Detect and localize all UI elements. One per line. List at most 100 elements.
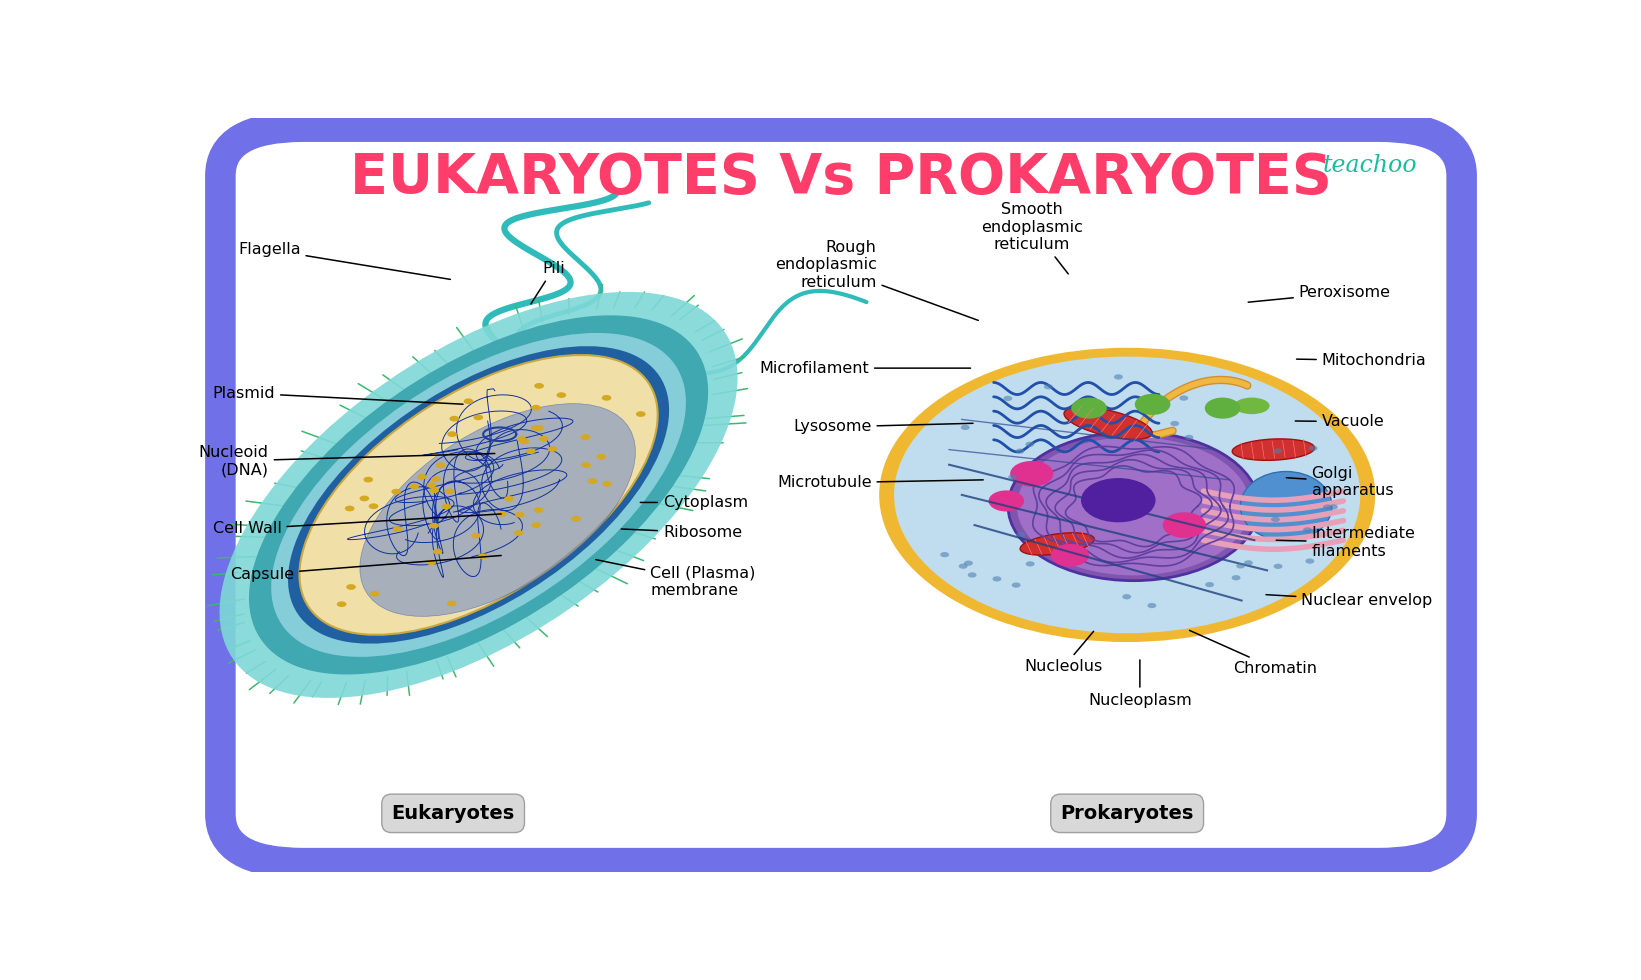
Circle shape bbox=[437, 463, 445, 468]
Text: Cell (Plasma)
membrane: Cell (Plasma) membrane bbox=[596, 560, 755, 598]
Ellipse shape bbox=[1234, 398, 1270, 415]
Circle shape bbox=[1003, 396, 1012, 401]
Circle shape bbox=[392, 526, 402, 532]
Circle shape bbox=[1272, 516, 1280, 522]
Text: Microtubule: Microtubule bbox=[776, 475, 983, 490]
Circle shape bbox=[535, 383, 543, 389]
Circle shape bbox=[988, 490, 1024, 512]
Circle shape bbox=[1329, 505, 1337, 510]
Circle shape bbox=[346, 584, 356, 590]
Circle shape bbox=[525, 449, 535, 454]
Circle shape bbox=[587, 478, 597, 484]
Ellipse shape bbox=[1232, 439, 1314, 461]
Circle shape bbox=[1008, 432, 1259, 581]
Circle shape bbox=[1122, 594, 1131, 600]
Ellipse shape bbox=[1021, 533, 1095, 555]
Circle shape bbox=[464, 399, 473, 404]
Circle shape bbox=[433, 549, 443, 555]
Circle shape bbox=[1136, 394, 1170, 415]
Ellipse shape bbox=[359, 404, 635, 616]
Circle shape bbox=[427, 482, 437, 488]
Circle shape bbox=[1011, 582, 1021, 588]
Circle shape bbox=[1236, 564, 1246, 568]
Circle shape bbox=[571, 515, 581, 521]
Circle shape bbox=[556, 392, 566, 398]
Circle shape bbox=[993, 576, 1001, 581]
Circle shape bbox=[409, 483, 418, 489]
Text: Nuclear envelop: Nuclear envelop bbox=[1265, 593, 1433, 608]
Circle shape bbox=[514, 530, 523, 536]
Ellipse shape bbox=[1241, 471, 1332, 541]
Circle shape bbox=[533, 425, 543, 431]
Text: Nucleoplasm: Nucleoplasm bbox=[1088, 660, 1191, 708]
Text: EUKARYOTES Vs PROKARYOTES: EUKARYOTES Vs PROKARYOTES bbox=[350, 151, 1332, 205]
Circle shape bbox=[532, 425, 540, 431]
Circle shape bbox=[417, 474, 427, 480]
Circle shape bbox=[345, 506, 354, 512]
Circle shape bbox=[1244, 561, 1252, 565]
Circle shape bbox=[602, 395, 612, 401]
Circle shape bbox=[1016, 532, 1026, 537]
Circle shape bbox=[1008, 474, 1017, 479]
Text: Mitochondria: Mitochondria bbox=[1296, 353, 1426, 368]
Circle shape bbox=[363, 476, 373, 482]
Circle shape bbox=[602, 481, 612, 487]
Circle shape bbox=[473, 415, 482, 420]
Text: Peroxisome: Peroxisome bbox=[1249, 285, 1392, 302]
Circle shape bbox=[1323, 505, 1332, 510]
Text: Vacuole: Vacuole bbox=[1295, 415, 1385, 429]
Circle shape bbox=[446, 601, 456, 607]
Circle shape bbox=[1050, 544, 1090, 566]
Circle shape bbox=[1204, 582, 1214, 587]
Circle shape bbox=[1011, 461, 1054, 487]
Text: Capsule: Capsule bbox=[230, 556, 501, 582]
Text: Flagella: Flagella bbox=[238, 242, 450, 279]
Circle shape bbox=[1273, 449, 1282, 454]
Circle shape bbox=[1163, 513, 1206, 538]
Circle shape bbox=[538, 436, 548, 442]
Circle shape bbox=[1017, 437, 1250, 575]
Circle shape bbox=[1204, 398, 1241, 418]
Circle shape bbox=[430, 522, 438, 528]
Circle shape bbox=[532, 522, 542, 528]
FancyBboxPatch shape bbox=[220, 126, 1462, 863]
Circle shape bbox=[504, 496, 514, 502]
Text: Nucleolus: Nucleolus bbox=[1024, 631, 1103, 674]
Circle shape bbox=[1273, 564, 1283, 569]
Ellipse shape bbox=[894, 357, 1360, 633]
Text: Golgi
apparatus: Golgi apparatus bbox=[1287, 466, 1393, 498]
Circle shape bbox=[1232, 575, 1241, 580]
Text: Intermediate
filaments: Intermediate filaments bbox=[1277, 526, 1416, 559]
Circle shape bbox=[1081, 478, 1155, 522]
Text: Smooth
endoplasmic
reticulum: Smooth endoplasmic reticulum bbox=[981, 202, 1083, 273]
Circle shape bbox=[581, 463, 591, 467]
Ellipse shape bbox=[249, 316, 709, 674]
Text: Pili: Pili bbox=[532, 261, 565, 304]
Circle shape bbox=[1308, 446, 1318, 451]
Circle shape bbox=[1180, 396, 1188, 401]
Circle shape bbox=[359, 496, 369, 502]
Ellipse shape bbox=[1063, 407, 1152, 439]
Text: Cell Wall: Cell Wall bbox=[213, 514, 501, 536]
Circle shape bbox=[427, 560, 437, 565]
Text: Chromatin: Chromatin bbox=[1190, 630, 1316, 676]
Text: Plasmid: Plasmid bbox=[212, 385, 463, 404]
Text: Nucleoid
(DNA): Nucleoid (DNA) bbox=[199, 445, 496, 477]
Ellipse shape bbox=[880, 348, 1375, 642]
Circle shape bbox=[940, 552, 948, 558]
Circle shape bbox=[336, 602, 346, 607]
Circle shape bbox=[445, 488, 455, 494]
Text: Ribosome: Ribosome bbox=[622, 525, 742, 540]
Text: Rough
endoplasmic
reticulum: Rough endoplasmic reticulum bbox=[775, 240, 978, 320]
Circle shape bbox=[430, 487, 440, 493]
Circle shape bbox=[637, 412, 645, 416]
Circle shape bbox=[432, 476, 441, 482]
Circle shape bbox=[520, 439, 528, 444]
Circle shape bbox=[968, 572, 976, 577]
Circle shape bbox=[1026, 442, 1034, 447]
Circle shape bbox=[1147, 603, 1157, 609]
Text: Cytoplasm: Cytoplasm bbox=[640, 495, 748, 510]
Circle shape bbox=[478, 554, 487, 559]
Circle shape bbox=[596, 454, 606, 460]
Circle shape bbox=[581, 434, 591, 440]
